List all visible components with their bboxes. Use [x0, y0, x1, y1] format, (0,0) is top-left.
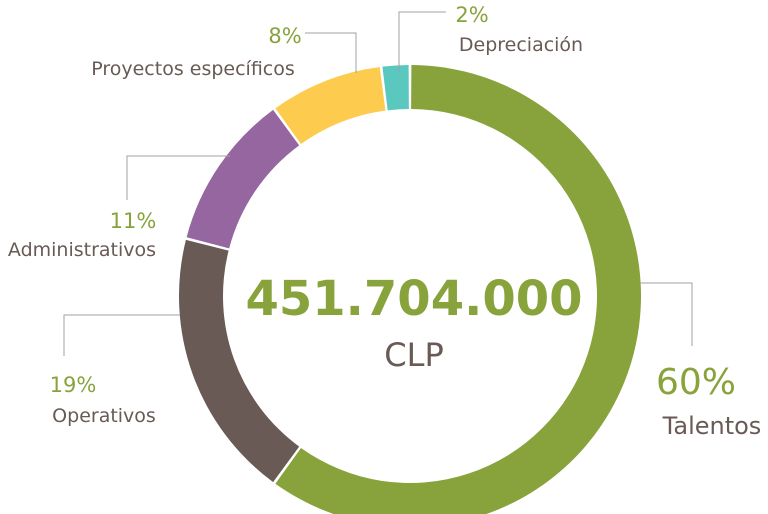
leader-line-operativos — [63, 314, 180, 356]
leader-line-proyectos-especificos — [305, 32, 357, 73]
slice-label-administrativos: Administrativos — [8, 239, 156, 261]
donut-slice-proyectos-especificos — [275, 66, 386, 145]
slice-label-talentos: Talentos — [662, 412, 762, 440]
center-total-unit: CLP — [384, 336, 443, 374]
slice-percent-proyectos-especificos: 8% — [268, 24, 301, 48]
leader-line-administrativos — [126, 155, 230, 200]
slice-percent-depreciacion: 2% — [455, 3, 488, 27]
donut-slice-depreciacion — [382, 65, 409, 111]
slice-percent-operativos: 19% — [50, 373, 97, 397]
donut-slices — [178, 65, 641, 514]
center-total-value: 451.704.000 — [245, 271, 582, 327]
slice-label-depreciacion: Depreciación — [459, 34, 583, 56]
leader-lines — [63, 11, 693, 356]
slice-percent-talentos: 60% — [656, 362, 736, 403]
slice-label-proyectos-especificos: Proyectos específicos — [91, 58, 295, 80]
donut-slice-administrativos — [186, 109, 300, 249]
slice-label-operativos: Operativos — [52, 405, 156, 427]
donut-slice-operativos — [178, 239, 300, 483]
leader-line-talentos — [640, 282, 693, 346]
donut-slice-talentos — [275, 65, 641, 514]
slice-percent-administrativos: 11% — [110, 209, 157, 233]
leader-line-depreciacion — [398, 11, 446, 72]
